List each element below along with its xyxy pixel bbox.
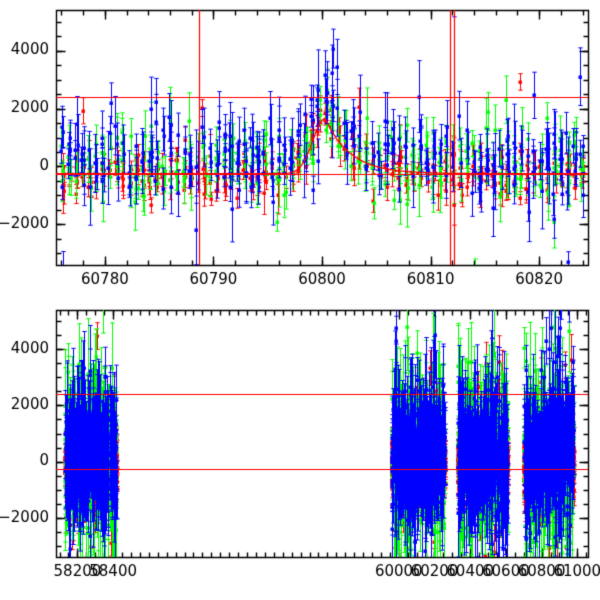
figure-container: 60780, 60790, 60800, 60810, 60820 -2000,… (0, 0, 600, 600)
lightcurve-plot-canvas (0, 0, 600, 600)
